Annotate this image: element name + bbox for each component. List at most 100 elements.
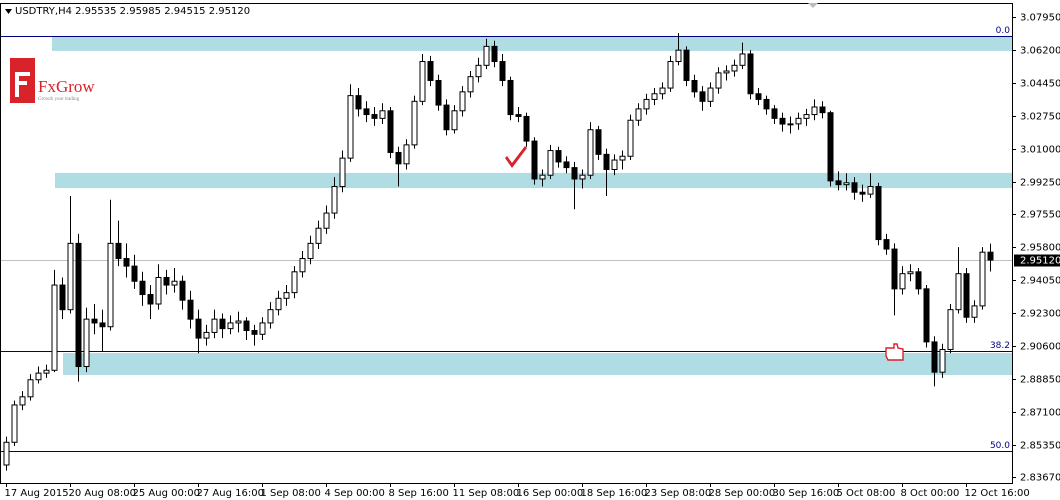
y-tick-label: 2.85350 [1020, 441, 1060, 452]
candle-body [75, 242, 82, 368]
candle-body [835, 180, 842, 186]
candle-body [43, 369, 50, 374]
hand-annotation [885, 343, 904, 361]
candle-body [555, 150, 562, 163]
y-tick-label: 2.95800 [1020, 243, 1060, 254]
candle-body [147, 294, 154, 305]
candle-body [315, 227, 322, 244]
candle-body [867, 186, 874, 195]
candle-body [435, 79, 442, 106]
logo: FxGrow Growth your trading [10, 58, 95, 103]
candle-body [275, 297, 282, 311]
candle-body [715, 72, 722, 89]
y-tick-label: 3.06200 [1020, 46, 1060, 57]
candle-body [35, 372, 42, 381]
candle-body [603, 153, 610, 171]
candle-body [659, 87, 666, 95]
candle-body [699, 91, 706, 102]
candle-body [523, 115, 530, 142]
candle-body [979, 251, 986, 307]
y-tick-label: 2.92300 [1020, 309, 1060, 320]
candle-body [531, 140, 538, 180]
check-annotation [505, 146, 527, 168]
candle-body [811, 106, 818, 116]
candle-body [163, 276, 170, 286]
y-tick-label: 2.94050 [1020, 276, 1060, 287]
candle-body [539, 174, 546, 180]
x-tick-label: 18 Sep 16:00 [581, 488, 648, 499]
candle-body [635, 108, 642, 121]
candle-body [611, 159, 618, 171]
candle-body [411, 100, 418, 146]
candle-body [963, 273, 970, 318]
y-tick-label: 2.83670 [1020, 473, 1060, 484]
candle-body [3, 441, 10, 466]
candle-body [987, 251, 994, 261]
y-tick-label: 3.01000 [1020, 145, 1060, 156]
candle-body [739, 53, 746, 66]
candle-body [11, 404, 18, 443]
x-tick-label: 27 Aug 16:00 [197, 488, 264, 499]
candle-body [339, 157, 346, 188]
candle-body [595, 129, 602, 155]
candle-body [387, 110, 394, 153]
candle-body [683, 49, 690, 81]
candle-body [923, 288, 930, 343]
candle-body [579, 174, 586, 180]
candle-body [123, 258, 130, 267]
x-tick-label: 20 Aug 08:00 [69, 488, 136, 499]
candle-body [107, 242, 114, 328]
candle-body [443, 104, 450, 131]
candle-body [691, 79, 698, 93]
x-tick-label: 17 Aug 2015 [5, 488, 69, 499]
candle-body [627, 119, 634, 157]
candle-body [827, 112, 834, 182]
candle-body [939, 348, 946, 373]
candle-body [955, 273, 962, 311]
candle-body [139, 280, 146, 296]
y-tick-label: 3.07950 [1020, 13, 1060, 24]
candle-body [451, 110, 458, 131]
candle-body [931, 341, 938, 373]
logo-text: FxGrow [38, 77, 95, 96]
candle-body [235, 320, 242, 324]
candle-body [203, 331, 210, 339]
hand-icon [885, 343, 904, 361]
x-tick-label: 8 Oct 00:00 [901, 488, 960, 499]
symbol-menu-arrow[interactable] [5, 9, 12, 14]
last-price-label: 2.95120 [1020, 256, 1060, 267]
candle-body [243, 320, 250, 332]
candle-body [99, 322, 106, 328]
plot-area [1, 33, 1012, 471]
candle-body [363, 108, 370, 116]
candle-body [507, 79, 514, 116]
fib-label: 0.0 [996, 26, 1011, 36]
zone [55, 172, 1012, 189]
candle-body [195, 318, 202, 339]
y-tick-label: 2.90600 [1020, 342, 1060, 353]
x-tick-label: 5 Oct 08:00 [837, 488, 896, 499]
candle-body [427, 61, 434, 81]
candle-body [899, 273, 906, 290]
candle-body [483, 45, 490, 66]
candle-body [851, 182, 858, 193]
candle-body [587, 129, 594, 176]
candle-body [907, 271, 914, 275]
candle-body [259, 322, 266, 335]
candle-body [771, 108, 778, 119]
x-tick-label: 8 Sep 16:00 [389, 488, 449, 499]
candle-body [491, 45, 498, 63]
candle-body [843, 182, 850, 186]
candle-body [251, 330, 258, 335]
logo-mark [10, 58, 35, 103]
candle-body [83, 318, 90, 368]
candle-body [379, 110, 386, 119]
candle-body [563, 161, 570, 169]
candle-body [467, 76, 474, 93]
candle-body [795, 117, 802, 125]
zone [63, 353, 1012, 376]
y-tick-label: 2.97550 [1020, 210, 1060, 221]
candle-body [475, 64, 482, 78]
candle-body [27, 379, 34, 398]
